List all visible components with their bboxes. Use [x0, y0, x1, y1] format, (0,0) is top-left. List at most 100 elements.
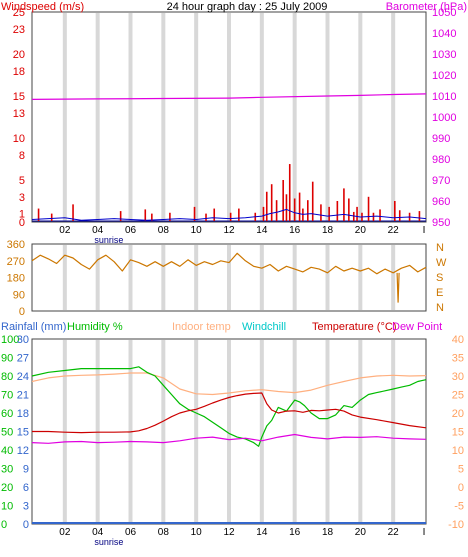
x-tick-label: 20 [355, 527, 367, 538]
dew-point-line [31, 433, 427, 444]
rainfall-tick-label: 0 [23, 519, 29, 531]
chart-title: 24 hour graph day : 25 July 2009 [167, 1, 328, 13]
temperature-tick-label: 40 [452, 334, 464, 346]
temperature-tick-label: -5 [454, 501, 464, 513]
wind-tick-label: 3 [19, 192, 25, 204]
direction-tick-label: 270 [7, 256, 25, 268]
baro-tick-label: 1050 [432, 7, 456, 19]
sunrise-label: sunrise [94, 537, 123, 547]
baro-tick-label: 980 [432, 154, 450, 166]
x-tick-label: 14 [256, 527, 268, 538]
wind-tick-label: 0 [19, 217, 25, 229]
humidity-tick-label: 80 [1, 371, 13, 383]
x-tick-label: 02 [59, 527, 71, 538]
humidity-tick-label: 50 [1, 427, 13, 439]
x-tick-label: 18 [322, 527, 334, 538]
temperature-c-line [32, 392, 427, 434]
wind-tick-label: 25 [13, 7, 25, 19]
wind-direction-outlier [396, 272, 400, 303]
humidity-tick-label: 100 [1, 334, 19, 346]
x-tick-label: 14 [256, 225, 268, 236]
x-tick-label: 02 [59, 225, 71, 236]
wind-tick-label: 18 [13, 66, 25, 78]
direction-tick-label: 90 [13, 289, 25, 301]
x-tick-label: 12 [223, 527, 235, 538]
wind-tick-label: 23 [13, 24, 25, 36]
rainfall-tick-label: 12 [17, 445, 29, 457]
series-legend-label: Humidity % [67, 321, 123, 333]
wind-tick-label: 1 [19, 209, 25, 221]
series-legend-label: Windchill [242, 321, 286, 333]
rainfall-tick-label: 6 [23, 482, 29, 494]
sunrise-label: sunrise [94, 235, 123, 245]
wind-tick-label: 10 [13, 133, 25, 145]
humidity-tick-label: 10 [1, 501, 13, 513]
x-tick-label: 12 [223, 225, 235, 236]
x-tick-label: 04 [92, 225, 104, 236]
right-axis-label: Barometer (hPa) [386, 1, 467, 13]
wind-tick-label: 20 [13, 49, 25, 61]
barometer-line [31, 93, 427, 100]
rainfall-tick-label: 24 [17, 371, 29, 383]
humidity-tick-label: 40 [1, 445, 13, 457]
left-axis-label: Windspeed (m/s) [1, 1, 84, 13]
temperature-tick-label: 25 [452, 390, 464, 402]
x-tick-label: 08 [158, 225, 170, 236]
wind-tick-label: 5 [19, 175, 25, 187]
wind-tick-label: 8 [19, 150, 25, 162]
compass-label: W [436, 257, 447, 269]
humidity-tick-label: 70 [1, 390, 13, 402]
temperature-tick-label: 10 [452, 445, 464, 457]
temperature-tick-label: 30 [452, 371, 464, 383]
x-tick-label: 20 [355, 225, 367, 236]
rainfall-tick-label: 21 [17, 390, 29, 402]
temperature-tick-label: 20 [452, 408, 464, 420]
rainfall-tick-label: 27 [17, 353, 29, 365]
direction-tick-label: 360 [7, 239, 25, 251]
indoor-temp-line [31, 372, 427, 396]
temperature-tick-label: 0 [458, 482, 464, 494]
series-legend-label: Rainfall (mm) [1, 321, 66, 333]
compass-label: N [436, 242, 444, 254]
temperature-tick-label: 5 [458, 464, 464, 476]
x-tick-label: 06 [125, 225, 137, 236]
direction-tick-label: 180 [7, 273, 25, 285]
baro-tick-label: 950 [432, 217, 450, 229]
direction-tick-label: 0 [19, 306, 25, 318]
baro-tick-label: 960 [432, 196, 450, 208]
rainfall-tick-label: 15 [17, 427, 29, 439]
humidity-tick-label: 90 [1, 353, 13, 365]
baro-tick-label: 970 [432, 175, 450, 187]
wind-tick-label: 13 [13, 108, 25, 120]
baro-tick-label: 1030 [432, 49, 456, 61]
humidity-tick-label: 60 [1, 408, 13, 420]
baro-tick-label: 1020 [432, 70, 456, 82]
compass-label: S [436, 272, 443, 284]
x-tick-label: 10 [191, 225, 203, 236]
x-tick-label: 18 [322, 225, 334, 236]
wind-direction-line [31, 252, 427, 275]
x-tick-label: 10 [191, 527, 203, 538]
series-legend-label: Dew Point [392, 321, 442, 333]
baro-tick-label: 1040 [432, 28, 456, 40]
compass-label: N [436, 302, 444, 314]
compass-label: E [436, 287, 443, 299]
x-tick-label: 22 [388, 225, 400, 236]
baro-tick-label: 1000 [432, 112, 456, 124]
x-end-label: I [423, 225, 426, 236]
rainfall-tick-label: 3 [23, 501, 29, 513]
series-legend-label: Indoor temp [172, 321, 231, 333]
baro-tick-label: 1010 [432, 91, 456, 103]
wind-tick-label: 15 [13, 91, 25, 103]
x-tick-label: 04 [92, 527, 104, 538]
x-tick-label: 06 [125, 527, 137, 538]
humidity-line [31, 366, 427, 447]
temperature-tick-label: 35 [452, 353, 464, 365]
humidity-tick-label: 0 [1, 519, 7, 531]
humidity-tick-label: 20 [1, 482, 13, 494]
rainfall-tick-label: 18 [17, 408, 29, 420]
x-tick-label: 16 [289, 527, 301, 538]
series-legend-label: Temperature (°C) [312, 321, 396, 333]
temperature-tick-label: 15 [452, 427, 464, 439]
